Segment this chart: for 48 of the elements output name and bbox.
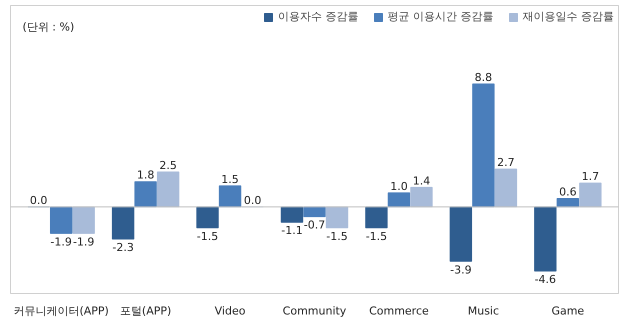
bar bbox=[326, 206, 348, 228]
data-label: -1.1 bbox=[281, 224, 303, 238]
x-tick-label: Video bbox=[214, 304, 246, 318]
data-label: 8.8 bbox=[474, 71, 492, 84]
data-label: -1.5 bbox=[366, 230, 388, 243]
bar bbox=[534, 206, 557, 272]
bar bbox=[72, 206, 95, 234]
data-label: -2.3 bbox=[112, 240, 134, 254]
x-tick-label: Community bbox=[282, 304, 347, 318]
data-label: 0.6 bbox=[559, 185, 577, 198]
data-label: -1.9 bbox=[50, 235, 72, 248]
x-tick-label: 커뮤니케이터(APP) bbox=[13, 304, 109, 318]
bar bbox=[410, 186, 433, 208]
x-tick-label: Game bbox=[551, 304, 584, 318]
text: (단위 : %) bbox=[22, 20, 74, 34]
legend-label: 재이용일수 증감률 bbox=[522, 9, 614, 24]
bar bbox=[494, 168, 518, 208]
bar bbox=[556, 198, 580, 208]
bar bbox=[472, 84, 495, 208]
data-label: 2.5 bbox=[159, 158, 177, 172]
bar bbox=[579, 182, 602, 208]
bar bbox=[196, 206, 219, 228]
data-label: 1.7 bbox=[582, 170, 600, 184]
data-label: -1.5 bbox=[326, 230, 348, 243]
data-label: -1.5 bbox=[196, 230, 218, 243]
data-label: -0.7 bbox=[304, 218, 326, 232]
bar bbox=[365, 206, 388, 228]
x-tick-label: Commerce bbox=[369, 304, 430, 318]
bar bbox=[450, 206, 472, 262]
bar bbox=[134, 181, 157, 208]
x-tick-label: Music bbox=[468, 304, 500, 318]
bar bbox=[50, 206, 72, 234]
data-label: -1.9 bbox=[72, 235, 94, 248]
legend-label: 평균 이용시간 증감률 bbox=[388, 9, 494, 24]
data-label: -4.6 bbox=[534, 273, 556, 286]
legend-label: 이용자수 증감률 bbox=[278, 9, 358, 24]
data-label: 1.4 bbox=[412, 174, 430, 188]
data-label: 1.0 bbox=[390, 180, 408, 193]
bar bbox=[280, 206, 304, 223]
data-label: -3.9 bbox=[450, 263, 472, 276]
data-label: 2.7 bbox=[497, 156, 515, 170]
bar bbox=[112, 206, 134, 240]
bar bbox=[218, 185, 242, 208]
bar bbox=[388, 192, 410, 208]
data-label: 1.8 bbox=[136, 168, 154, 182]
data-label: 1.5 bbox=[221, 172, 239, 186]
bar bbox=[156, 171, 180, 208]
x-tick-label: 포털(APP) bbox=[120, 304, 172, 318]
